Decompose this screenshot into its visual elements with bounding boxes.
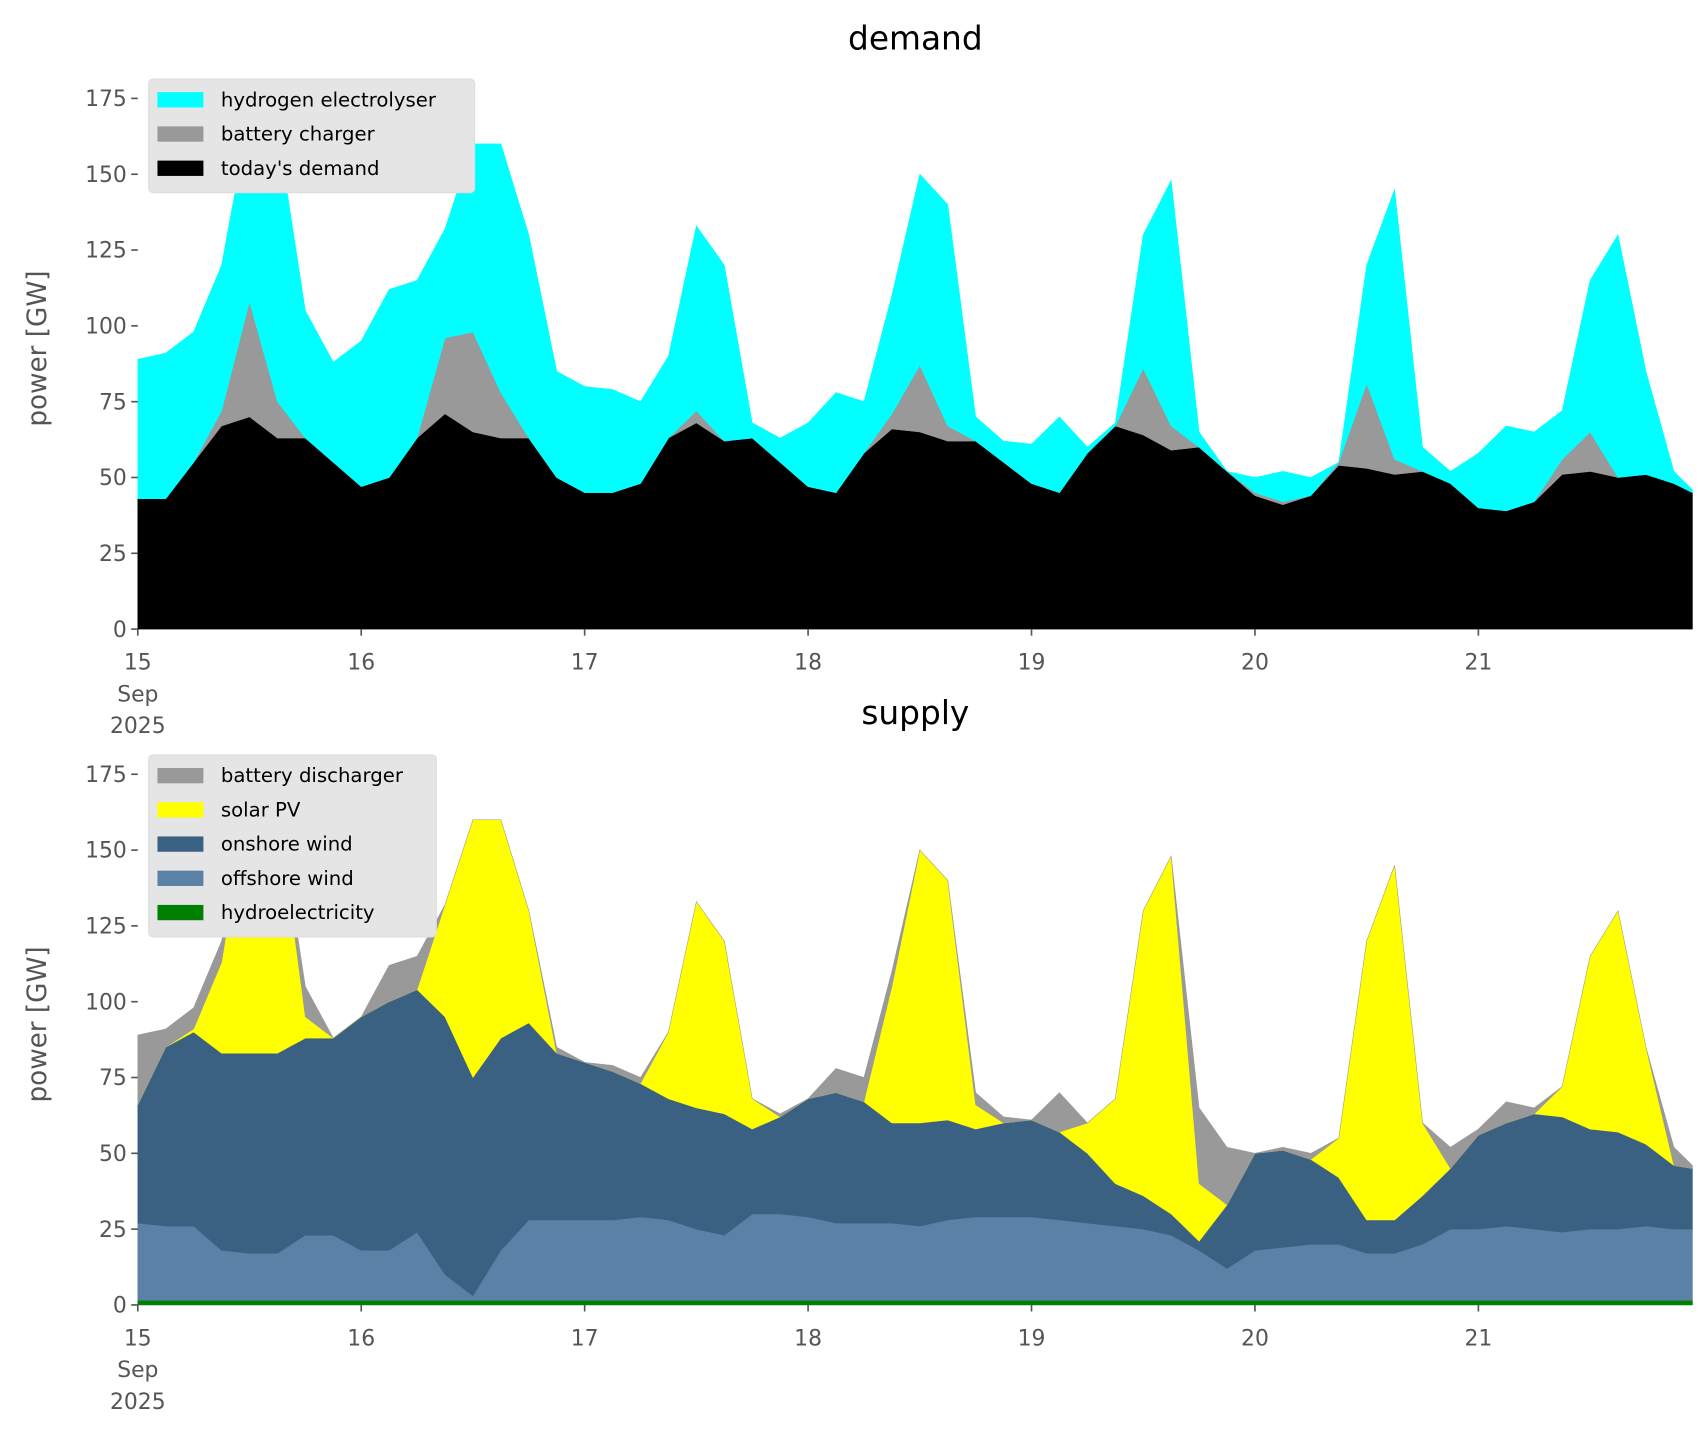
x-tick-label: 21 (1464, 651, 1492, 676)
area (137, 788, 1693, 1206)
legend-swatch (157, 767, 204, 784)
x-tick-label: 18 (794, 1326, 822, 1351)
y-tick-label: 150 (85, 839, 127, 864)
y-tick-label: 125 (85, 915, 127, 940)
x-tick-label: 17 (571, 651, 599, 676)
legend-swatch (157, 802, 204, 818)
y-axis-label: power [GW] (23, 946, 53, 1102)
y-tick-label: 125 (85, 239, 127, 264)
legend-swatch (157, 904, 204, 921)
x-tick-label: 16 (347, 1326, 375, 1351)
chart-title: supply (861, 694, 969, 732)
legend-label: onshore wind (221, 833, 353, 856)
x-tick-label: 19 (1018, 1326, 1046, 1351)
legend-label: offshore wind (221, 867, 354, 890)
y-tick-label: 150 (85, 163, 127, 188)
x-tick-label: 16 (347, 651, 375, 676)
area (137, 1300, 1693, 1306)
legend-label: battery charger (221, 123, 376, 146)
y-tick-label: 100 (85, 315, 127, 340)
legend-swatch (157, 126, 204, 142)
legend-label: battery discharger (221, 764, 404, 787)
y-tick-label: 75 (99, 390, 127, 415)
legend-label: solar PV (221, 798, 301, 821)
x-tick-label: 19 (1018, 651, 1046, 676)
legend-swatch (157, 836, 204, 852)
legend-box (148, 78, 476, 194)
y-tick-label: 100 (85, 990, 127, 1015)
legend-label: today's demand (221, 157, 380, 180)
y-axis-label: power [GW] (23, 271, 53, 427)
x-tick-label: 15 Sep 2025 (110, 651, 166, 739)
x-tick-label: 20 (1241, 1326, 1269, 1351)
y-tick-label: 75 (99, 1066, 127, 1091)
y-tick-label: 25 (99, 542, 127, 567)
legend-box (148, 754, 437, 938)
legend-swatch (157, 870, 204, 886)
legend-label: hydrogen electrolyser (221, 88, 437, 111)
legend-swatch (157, 92, 204, 108)
x-tick-label: 18 (794, 651, 822, 676)
chart-title: demand (848, 20, 983, 58)
y-tick-label: 0 (113, 618, 127, 643)
y-tick-label: 175 (85, 87, 127, 112)
area (137, 113, 1693, 512)
x-tick-label: 21 (1464, 1326, 1492, 1351)
y-tick-label: 25 (99, 1218, 127, 1243)
x-tick-label: 15 Sep 2025 (110, 1326, 166, 1414)
y-tick-label: 50 (99, 1142, 127, 1167)
legend-swatch (157, 160, 204, 176)
y-tick-label: 175 (85, 763, 127, 788)
x-tick-label: 17 (571, 1326, 599, 1351)
y-tick-label: 50 (99, 466, 127, 491)
legend-label: hydroelectricity (221, 901, 375, 924)
x-tick-label: 20 (1241, 651, 1269, 676)
y-tick-label: 0 (113, 1294, 127, 1319)
